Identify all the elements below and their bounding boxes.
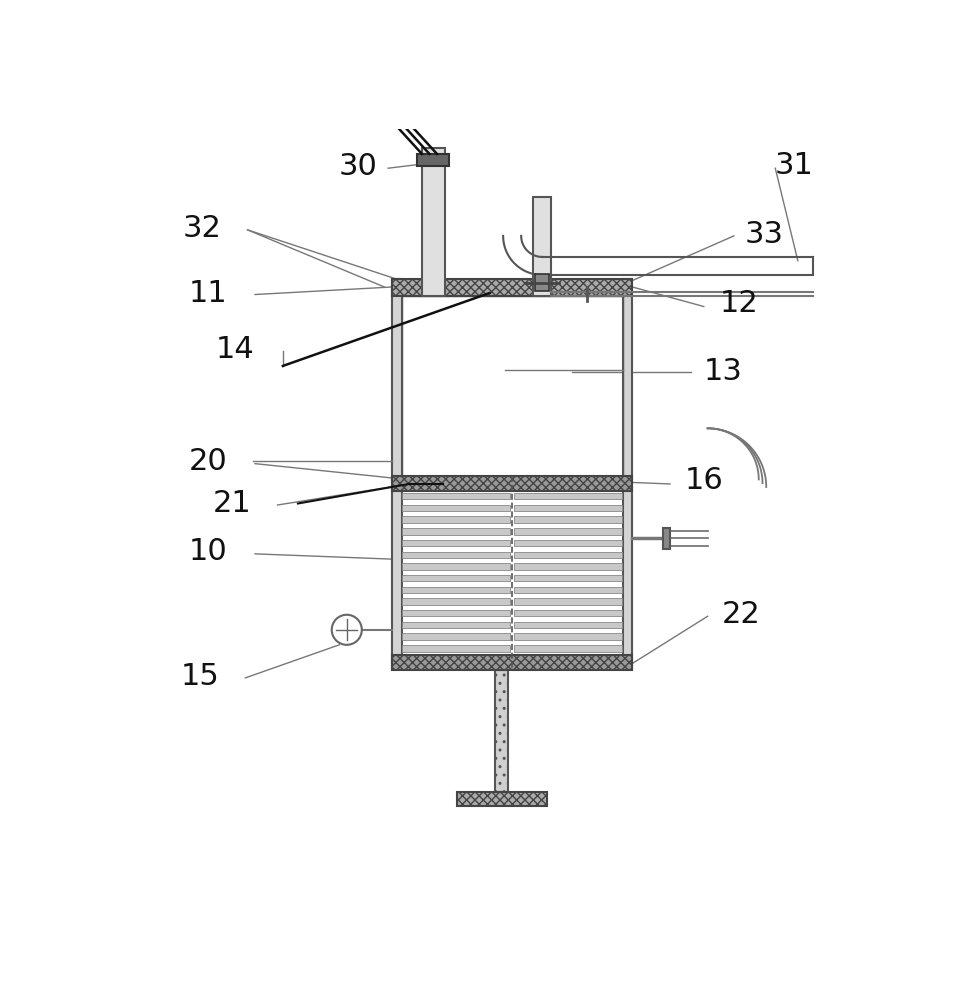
Bar [391,655,632,670]
Bar [422,148,444,296]
Bar [622,279,632,669]
Bar [456,792,547,806]
Bar [514,516,621,523]
Bar [514,505,621,511]
Bar [391,279,632,296]
Text: 14: 14 [216,335,255,364]
Text: 31: 31 [774,151,813,180]
Bar [662,528,670,549]
Bar [391,476,632,491]
Bar [514,645,621,652]
Bar [402,598,510,605]
Text: 33: 33 [744,220,783,249]
Bar [402,516,510,523]
Bar [402,493,510,499]
Bar [402,505,510,511]
Bar [514,633,621,640]
Bar [402,528,510,535]
Text: 11: 11 [188,279,227,308]
Bar [514,552,621,558]
Bar [402,610,510,616]
Bar [402,575,510,581]
Bar [514,575,621,581]
Bar [494,670,508,792]
Text: 20: 20 [188,447,227,476]
Bar [514,622,621,628]
Text: 21: 21 [213,489,252,518]
Bar [514,610,621,616]
Text: 10: 10 [188,537,227,566]
Bar [402,540,510,546]
Bar [533,197,550,296]
Bar [535,274,548,291]
Text: 16: 16 [684,466,723,495]
Text: 15: 15 [180,662,219,691]
Bar [514,587,621,593]
Bar [402,633,510,640]
Bar [402,622,510,628]
Bar [514,563,621,570]
Bar [514,528,621,535]
Bar [402,587,510,593]
Bar [391,279,401,669]
Text: 22: 22 [721,600,760,629]
Text: 30: 30 [338,152,377,181]
Bar [417,154,449,166]
Text: 13: 13 [703,357,741,386]
Bar [514,493,621,499]
Bar [402,645,510,652]
Bar [402,563,510,570]
Bar [391,659,632,669]
Text: 12: 12 [719,289,758,318]
Text: 32: 32 [183,214,222,243]
Bar [514,540,621,546]
Bar [514,598,621,605]
Bar [402,552,510,558]
